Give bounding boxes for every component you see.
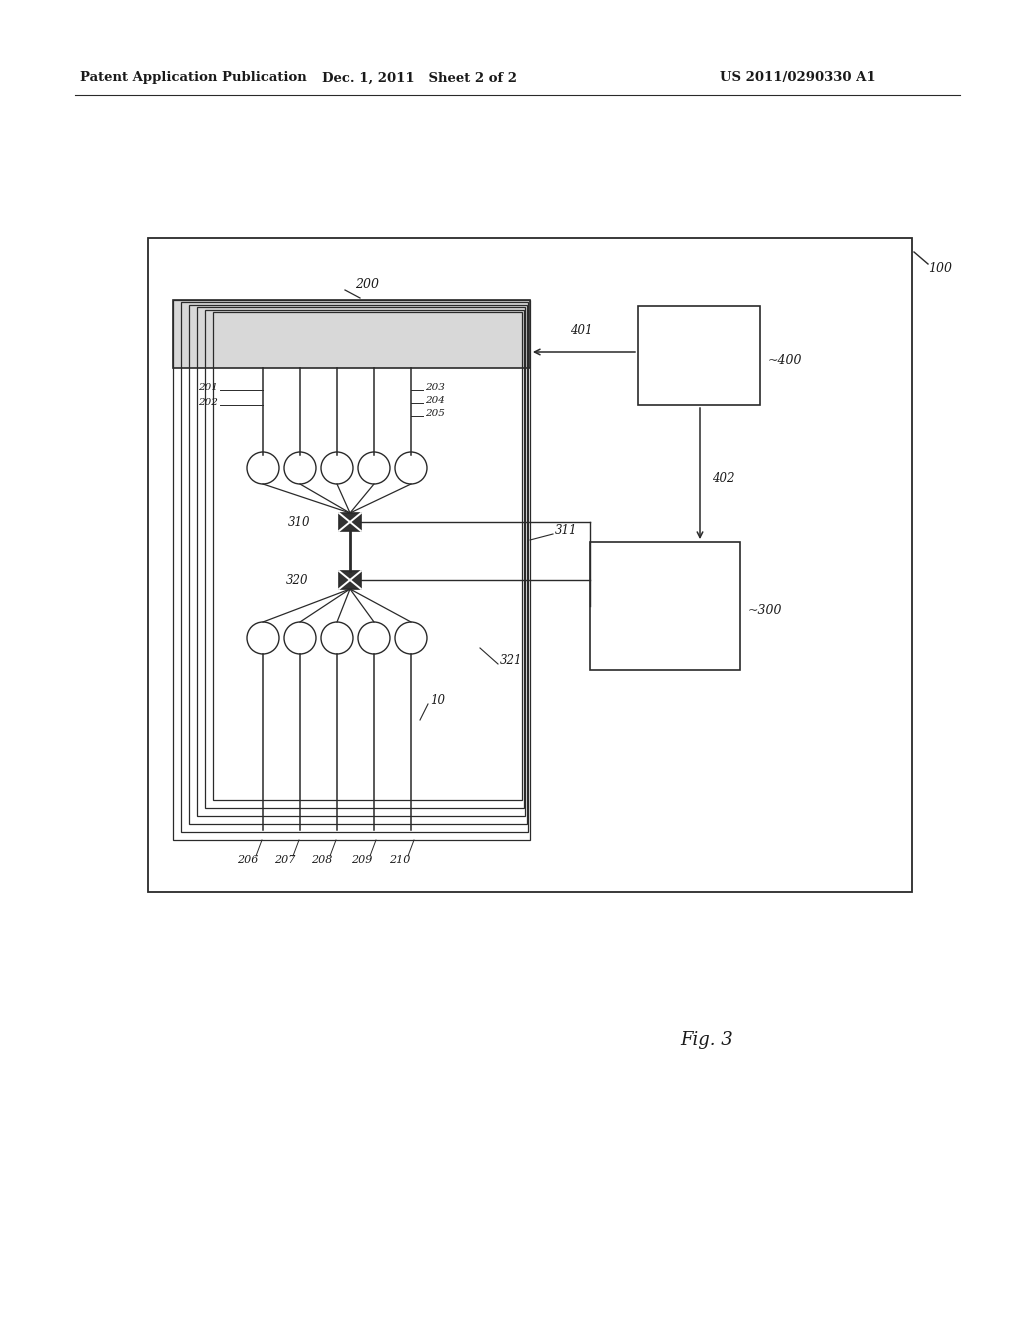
Text: 204: 204 xyxy=(425,396,444,405)
Bar xyxy=(339,572,361,589)
Circle shape xyxy=(284,451,316,484)
Bar xyxy=(181,302,528,832)
Text: 206: 206 xyxy=(238,855,259,865)
Text: 207: 207 xyxy=(274,855,296,865)
Text: Fig. 3: Fig. 3 xyxy=(680,1031,733,1049)
Text: 321: 321 xyxy=(500,653,522,667)
Text: Patent Application Publication: Patent Application Publication xyxy=(80,71,307,84)
Text: 10: 10 xyxy=(430,693,445,706)
Text: 311: 311 xyxy=(555,524,578,536)
Circle shape xyxy=(358,622,390,653)
Circle shape xyxy=(247,622,279,653)
Circle shape xyxy=(395,622,427,653)
Text: 320: 320 xyxy=(286,573,308,586)
Bar xyxy=(590,543,740,671)
Bar xyxy=(197,308,525,816)
Bar xyxy=(339,513,361,531)
Text: 203: 203 xyxy=(425,383,444,392)
Text: 210: 210 xyxy=(389,855,411,865)
Text: US 2011/0290330 A1: US 2011/0290330 A1 xyxy=(720,71,876,84)
Text: ~400: ~400 xyxy=(768,354,803,367)
Circle shape xyxy=(321,451,353,484)
Text: 401: 401 xyxy=(570,323,593,337)
Text: 100: 100 xyxy=(928,261,952,275)
Bar xyxy=(213,312,522,800)
Text: Dec. 1, 2011   Sheet 2 of 2: Dec. 1, 2011 Sheet 2 of 2 xyxy=(323,71,517,84)
Bar xyxy=(173,300,530,840)
Text: 201: 201 xyxy=(198,383,218,392)
Text: 310: 310 xyxy=(288,516,310,528)
Bar xyxy=(205,310,523,808)
Circle shape xyxy=(395,451,427,484)
Text: ~300: ~300 xyxy=(748,603,782,616)
Bar xyxy=(173,300,530,368)
Text: 202: 202 xyxy=(198,399,218,407)
Text: 205: 205 xyxy=(425,409,444,418)
Circle shape xyxy=(358,451,390,484)
Circle shape xyxy=(247,451,279,484)
Text: 402: 402 xyxy=(712,471,734,484)
Circle shape xyxy=(321,622,353,653)
Bar xyxy=(148,238,912,892)
Text: 200: 200 xyxy=(355,279,379,292)
Text: 209: 209 xyxy=(351,855,373,865)
Bar xyxy=(189,305,526,824)
Text: 208: 208 xyxy=(311,855,333,865)
Circle shape xyxy=(284,622,316,653)
Bar xyxy=(638,306,760,405)
